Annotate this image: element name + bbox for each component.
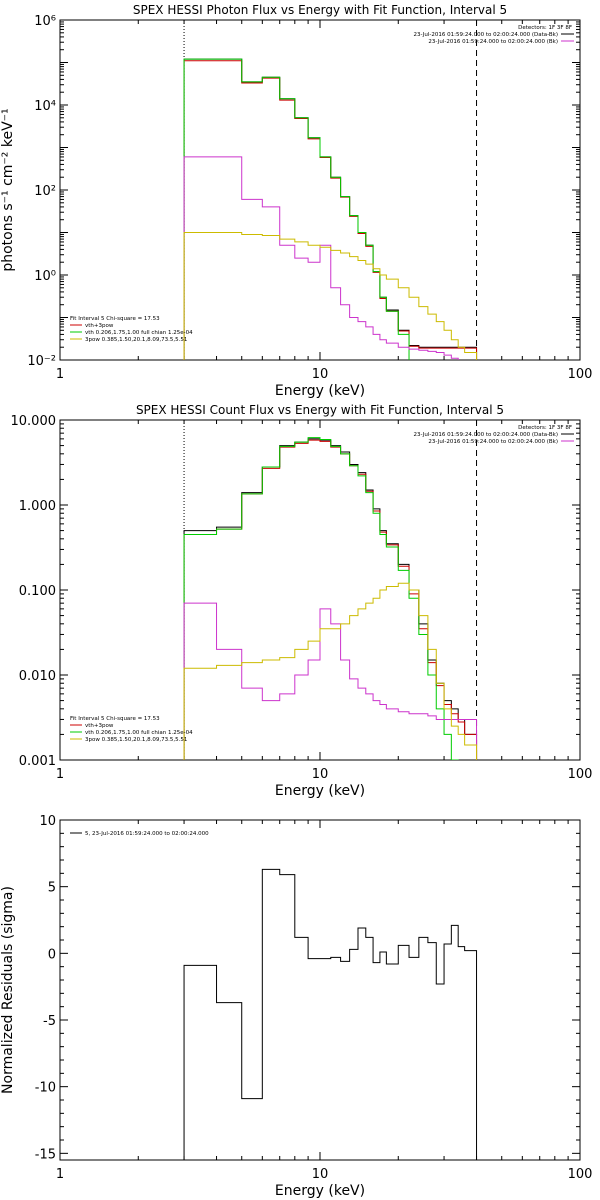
series-line-4 <box>183 602 478 760</box>
x-tick-label: 1 <box>56 1167 64 1182</box>
x-tick-label: 100 <box>568 767 593 782</box>
series-group <box>183 58 478 360</box>
series-line-2 <box>183 60 478 360</box>
panel-3: 1 10 100 Energy (keV) -15 -10 -5 0 5 10 Normalized… <box>0 814 592 1199</box>
legend-entry: vth 0.206,1.75,1.00 full chian 1.25e-04 <box>85 330 193 336</box>
x-tick-label: 10 <box>312 1167 329 1182</box>
legend-entry: Fit Interval 5 Chi-square = 17.53 <box>70 716 160 722</box>
legend-entry: vth+3pow <box>85 323 114 329</box>
series-line-1 <box>183 58 478 360</box>
y-tick-label: -10 <box>35 1081 56 1096</box>
y-tick-label: 10⁰ <box>34 269 56 284</box>
legend-entry: 23-Jul-2016 01:59:24.000 to 02:00:24.000… <box>414 32 559 38</box>
y-tick-label: 10² <box>34 184 56 199</box>
legend-entry: vth 0.206,1.75,1.00 full chian 1.25e-04 <box>85 730 193 736</box>
x-axis-label: Energy (keV) <box>275 383 365 399</box>
y-tick-label: 10.000 <box>11 414 57 429</box>
series-line-5 <box>183 582 478 760</box>
y-tick-label: 0.001 <box>19 754 56 769</box>
chart-title: SPEX HESSI Count Flux vs Energy with Fit… <box>136 403 504 417</box>
series-line-5 <box>183 232 478 360</box>
series-line-3 <box>183 58 478 360</box>
series-line-2 <box>183 439 478 760</box>
plot-frame <box>59 19 581 361</box>
legend-entry: vth+3pow <box>85 723 114 729</box>
y-tick-label: -15 <box>35 1147 56 1162</box>
legend-entry: 3pow 0.385,1.50,20.1,8.09,73.5,5.51 <box>85 337 187 343</box>
x-axis-label: Energy (keV) <box>275 783 365 799</box>
legend-entry: 5, 23-Jul-2016 01:59:24.000 to 02:00:24.… <box>85 831 209 837</box>
plot-frame <box>59 819 581 1161</box>
series-line-4 <box>183 156 478 360</box>
x-axis-label: Energy (keV) <box>275 1183 365 1199</box>
panel-1: SPEX HESSI Photon Flux vs Energy with Fi… <box>0 3 593 399</box>
y-tick-label: 0 <box>48 947 56 962</box>
legend-header: Detectors: 1F 3F 8F <box>518 425 572 431</box>
y-tick-label: 10⁶ <box>34 14 56 29</box>
y-tick-label: 10⁴ <box>34 99 56 114</box>
series-line-1 <box>183 438 478 760</box>
legend-entry: 23-Jul-2016 01:59:24.000 to 02:00:24.000… <box>428 439 558 445</box>
x-tick-label: 1 <box>56 767 64 782</box>
series-group <box>183 437 478 760</box>
chart-title: SPEX HESSI Photon Flux vs Energy with Fi… <box>133 3 507 17</box>
x-tick-label: 10 <box>312 367 329 382</box>
legend-entry: 23-Jul-2016 01:59:24.000 to 02:00:24.000… <box>428 39 558 45</box>
panel-2: SPEX HESSI Count Flux vs Energy with Fit… <box>11 403 593 799</box>
series-line-1 <box>183 868 478 1160</box>
y-tick-label: -5 <box>43 1014 56 1029</box>
y-tick-label: 0.100 <box>19 584 56 599</box>
series-line-3 <box>183 437 478 760</box>
legend-entry: 23-Jul-2016 01:59:24.000 to 02:00:24.000… <box>414 432 559 438</box>
x-tick-label: 100 <box>568 367 593 382</box>
x-tick-label: 10 <box>312 767 329 782</box>
series-group <box>183 868 478 1160</box>
plot-frame <box>59 419 581 761</box>
legend-header: Detectors: 1F 3F 8F <box>518 25 572 31</box>
y-tick-label: 5 <box>48 881 56 896</box>
y-axis-label: Normalized Residuals (sigma) <box>0 886 16 1094</box>
y-tick-label: 10 <box>39 814 56 829</box>
y-axis-label: photons s⁻¹ cm⁻² keV⁻¹ <box>0 108 16 271</box>
x-tick-label: 100 <box>568 1167 593 1182</box>
legend-entry: 3pow 0.385,1.50,20.1,8.09,73.5,5.51 <box>85 737 187 743</box>
legend-entry: Fit Interval 5 Chi-square = 17.53 <box>70 316 160 322</box>
x-tick-label: 1 <box>56 367 64 382</box>
y-tick-label: 1.000 <box>19 499 56 514</box>
y-tick-label: 0.010 <box>19 669 56 684</box>
y-tick-label: 10⁻² <box>27 354 56 369</box>
